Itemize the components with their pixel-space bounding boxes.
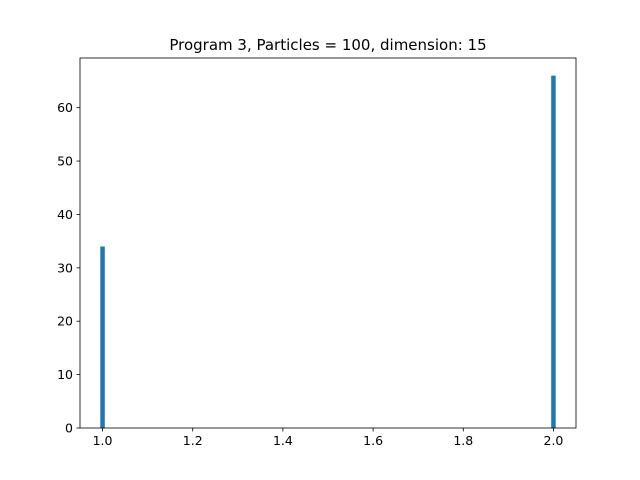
x-tick-label-5: 2.0 <box>544 433 564 448</box>
y-tick-label-4: 40 <box>57 207 73 222</box>
bar-0 <box>100 246 105 428</box>
y-axis-ticks: 0 10 20 30 40 50 60 <box>57 100 80 436</box>
bar-1 <box>551 75 556 429</box>
y-tick-label-2: 20 <box>57 314 73 329</box>
y-tick-label-6: 60 <box>57 100 73 115</box>
x-tick-label-2: 1.4 <box>273 433 293 448</box>
x-axis-ticks: 1.0 1.2 1.4 1.6 1.8 2.0 <box>93 428 564 448</box>
x-tick-label-0: 1.0 <box>93 433 113 448</box>
y-tick-label-5: 50 <box>57 154 73 169</box>
chart-title: Program 3, Particles = 100, dimension: 1… <box>169 36 486 54</box>
x-tick-label-3: 1.6 <box>363 433 383 448</box>
plot-area-frame <box>79 57 577 429</box>
y-tick-label-1: 10 <box>57 367 73 382</box>
x-tick-label-4: 1.8 <box>453 433 473 448</box>
x-tick-label-1: 1.2 <box>183 433 203 448</box>
y-tick-label-3: 30 <box>57 260 73 275</box>
bars-group <box>100 75 556 429</box>
y-tick-label-0: 0 <box>65 421 73 436</box>
